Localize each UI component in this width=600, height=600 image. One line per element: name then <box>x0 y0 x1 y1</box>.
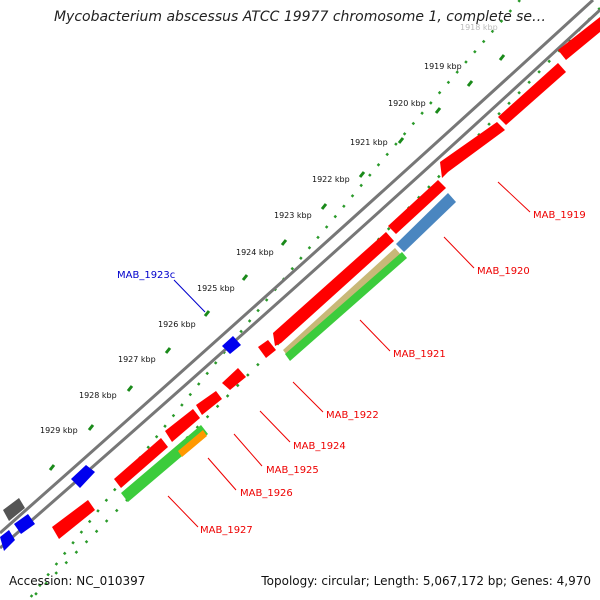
reverse-genes[interactable] <box>0 336 241 551</box>
kbp-label-1924: 1924 kbp <box>236 248 274 257</box>
kbp-label-1922: 1922 kbp <box>312 175 350 184</box>
kbp-label-1926: 1926 kbp <box>158 320 196 329</box>
gene-MAB_1926 <box>165 409 200 442</box>
gene-blue-4 <box>0 530 15 551</box>
gene-gray <box>3 498 25 521</box>
label-MAB_1924: MAB_1924 <box>293 441 346 452</box>
label-MAB_1922: MAB_1922 <box>326 410 379 421</box>
feature-orange <box>178 430 207 457</box>
gene-MAB_1920 <box>440 122 505 178</box>
gene-MAB_1921 <box>273 232 394 346</box>
feature-steelblue <box>396 193 456 252</box>
kbp-label-1920: 1920 kbp <box>388 99 426 108</box>
gene-blue-3 <box>14 514 35 534</box>
gene-block <box>558 17 600 60</box>
label-MAB_1925: MAB_1925 <box>266 465 319 476</box>
ruler-labels: 1918 kbp 1919 kbp 1920 kbp 1921 kbp 1922… <box>40 23 498 435</box>
gene-MAB_1924 <box>222 368 246 390</box>
kbp-label-1927: 1927 kbp <box>118 355 156 364</box>
gene-MAB_1923c <box>222 336 241 354</box>
kbp-label-1928: 1928 kbp <box>79 391 117 400</box>
backbone-inner <box>0 8 600 550</box>
map-title: Mycobacterium abscessus ATCC 19977 chrom… <box>53 9 547 25</box>
gene-MAB_1925 <box>196 391 222 415</box>
kbp-label-1929: 1929 kbp <box>40 426 78 435</box>
gene-blue-2 <box>71 465 95 488</box>
label-MAB_1926: MAB_1926 <box>240 488 293 499</box>
label-MAB_1927: MAB_1927 <box>200 525 253 536</box>
accession-text: Accession: NC_010397 <box>9 574 146 588</box>
feature-green <box>285 252 407 361</box>
kbp-label-1925: 1925 kbp <box>197 284 235 293</box>
summary-text: Topology: circular; Length: 5,067,172 bp… <box>261 574 591 588</box>
feature-track[interactable] <box>121 193 456 502</box>
gene-MAB_1920b <box>388 180 446 234</box>
gene-MAB_1922 <box>258 340 276 358</box>
gene-MAB_1919 <box>498 63 566 125</box>
outer-ruler-dots <box>29 0 521 599</box>
label-MAB_1919: MAB_1919 <box>533 210 586 221</box>
kbp-label-1918: 1918 kbp <box>460 23 498 32</box>
gene-MAB_1926b <box>114 438 168 488</box>
forward-genes[interactable] <box>52 17 600 539</box>
ruler-ticks <box>48 54 506 471</box>
label-MAB_1921: MAB_1921 <box>393 349 446 360</box>
gene-labels[interactable]: MAB_1919 MAB_1920 MAB_1921 MAB_1922 MAB_… <box>117 210 586 536</box>
kbp-label-1923: 1923 kbp <box>274 211 312 220</box>
label-MAB_1923c: MAB_1923c <box>117 270 175 281</box>
label-leaders <box>167 181 531 528</box>
gene-MAB_1927 <box>52 500 95 539</box>
backbone-outer <box>0 0 595 535</box>
kbp-label-1919: 1919 kbp <box>424 62 462 71</box>
kbp-label-1921: 1921 kbp <box>350 138 388 147</box>
label-MAB_1920: MAB_1920 <box>477 266 530 277</box>
